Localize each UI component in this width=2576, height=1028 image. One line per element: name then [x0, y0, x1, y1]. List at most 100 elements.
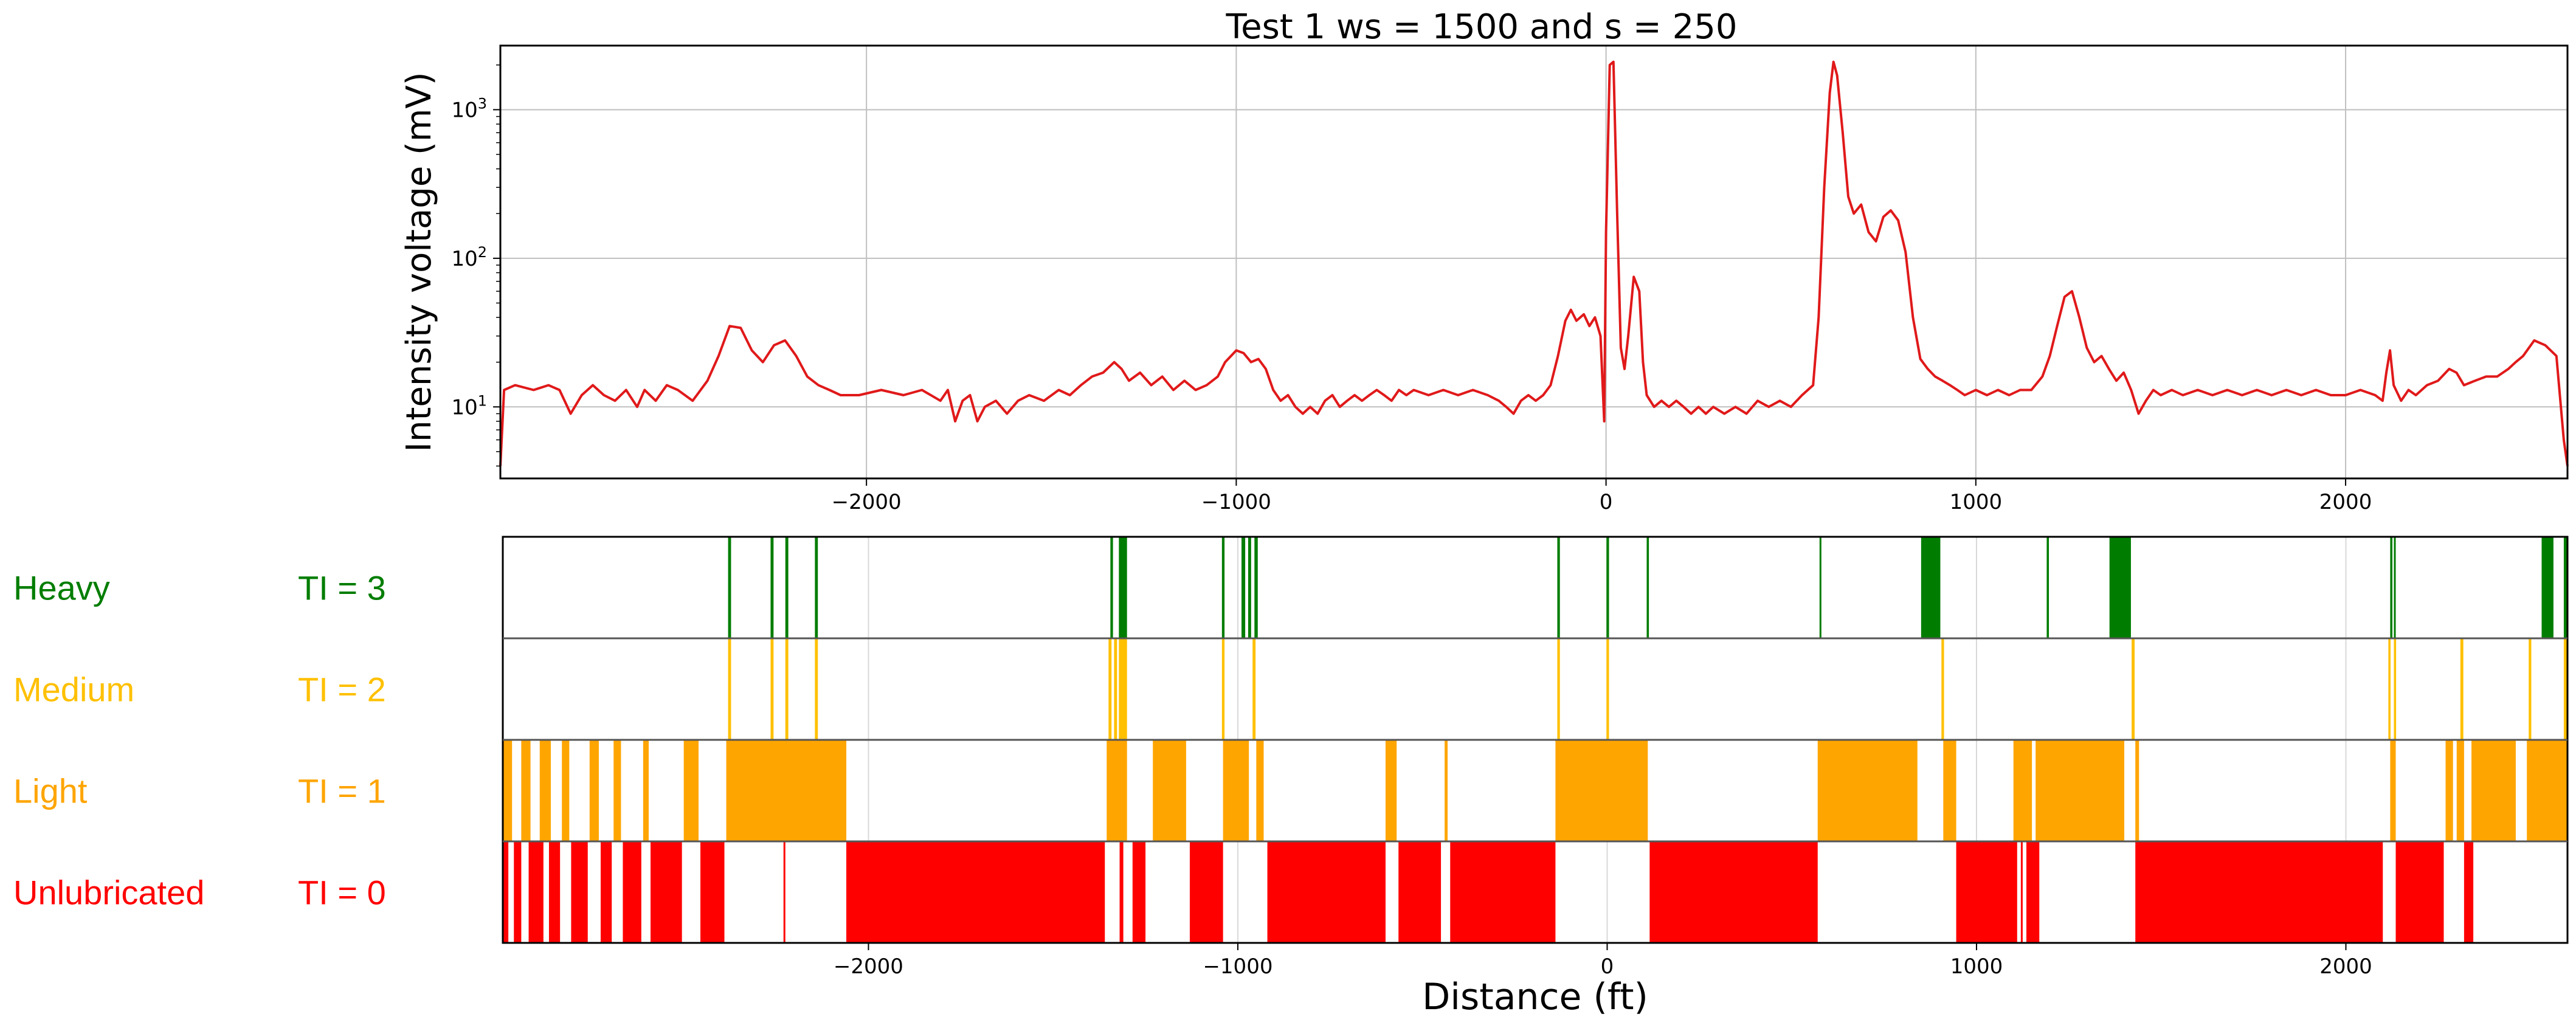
bar-light	[2445, 740, 2453, 841]
bar-medium	[2394, 638, 2397, 740]
bottom-x-tick-label: −2000	[834, 954, 903, 979]
ti-label-heavy: TI = 3	[298, 569, 386, 607]
bar-light	[2390, 740, 2396, 841]
bottom-x-tick-label: 2000	[2319, 954, 2372, 979]
bar-medium	[1114, 638, 1117, 740]
bar-light	[2036, 740, 2124, 841]
bar-light	[539, 740, 551, 841]
bar-unlubricated	[1398, 841, 1442, 943]
top-x-tick-label: 0	[1600, 490, 1613, 514]
bar-unlubricated	[1649, 841, 1818, 943]
row-labels: Heavy TI = 3 Medium TI = 2 Light TI = 1 Unlubr…	[13, 569, 386, 912]
bar-unlubricated	[2020, 841, 2023, 943]
bar-heavy	[2394, 537, 2396, 638]
bar-unlubricated	[548, 841, 561, 943]
top-x-tick-label: −1000	[1201, 490, 1271, 514]
bar-unlubricated	[528, 841, 544, 943]
bar-light	[643, 740, 649, 841]
bar-medium	[1108, 638, 1112, 740]
bar-light	[521, 740, 531, 841]
category-label-light: Light	[13, 772, 88, 810]
bar-medium	[1606, 638, 1609, 740]
bar-light	[1817, 740, 1918, 841]
bar-unlubricated	[651, 841, 682, 943]
bar-heavy	[1646, 537, 1649, 638]
top-x-tick-label: −2000	[832, 490, 902, 514]
bar-heavy	[785, 537, 789, 638]
top-y-tick-label: 102	[451, 244, 487, 271]
bar-unlubricated	[600, 841, 612, 943]
bottom-plot-ticks: −2000 −1000 0 1000 2000	[834, 943, 2372, 979]
bar-light	[1107, 740, 1127, 841]
bar-unlubricated	[2026, 841, 2040, 943]
bar-unlubricated	[503, 841, 509, 943]
bar-medium	[728, 638, 731, 740]
bar-light	[683, 740, 699, 841]
bar-heavy	[2109, 537, 2131, 638]
bar-medium	[1252, 638, 1256, 740]
bar-unlubricated	[1132, 841, 1146, 943]
bar-light	[1223, 740, 1249, 841]
bar-unlubricated	[571, 841, 588, 943]
bar-unlubricated	[623, 841, 641, 943]
bar-heavy	[1221, 537, 1225, 638]
bar-medium	[2529, 638, 2532, 740]
bar-heavy	[1921, 537, 1941, 638]
bar-medium	[1557, 638, 1560, 740]
bar-light	[1445, 740, 1448, 841]
chart-title: Test 1 ws = 1500 and s = 250	[1225, 7, 1737, 47]
bar-light	[562, 740, 570, 841]
intensity-line	[499, 60, 2569, 466]
category-label-medium: Medium	[13, 671, 134, 709]
ti-label-medium: TI = 2	[298, 671, 386, 709]
top-x-tick-label: 2000	[2319, 490, 2372, 514]
intensity-series	[499, 60, 2569, 466]
bar-unlubricated	[514, 841, 522, 943]
bar-medium	[815, 638, 818, 740]
bar-medium	[1119, 638, 1127, 740]
bar-light	[2456, 740, 2464, 841]
bar-heavy	[1254, 537, 1258, 638]
bar-medium	[2563, 638, 2567, 740]
category-label-unlubricated: Unlubricated	[13, 874, 204, 912]
bar-unlubricated	[1119, 841, 1124, 943]
bar-heavy	[2563, 537, 2567, 638]
bar-medium	[1941, 638, 1944, 740]
y-axis-label: Intensity voltage (mV)	[399, 72, 439, 452]
bar-heavy	[815, 537, 818, 638]
bar-light	[613, 740, 621, 841]
bar-heavy	[1119, 537, 1127, 638]
top-x-tick-label: 1000	[1950, 490, 2003, 514]
bar-light	[2135, 740, 2139, 841]
bar-light	[589, 740, 599, 841]
bar-heavy	[770, 537, 774, 638]
bar-light	[1943, 740, 1956, 841]
bar-light	[2013, 740, 2032, 841]
top-y-tick-label: 103	[451, 95, 487, 122]
row-separators	[503, 637, 2567, 843]
bar-light	[1555, 740, 1648, 841]
bar-unlubricated	[846, 841, 1105, 943]
bar-medium	[770, 638, 774, 740]
bar-heavy	[728, 537, 731, 638]
bottom-x-tick-label: 1000	[1950, 954, 2003, 979]
bar-heavy	[1819, 537, 1822, 638]
top-plot-frame	[499, 44, 2569, 480]
ti-label-light: TI = 1	[298, 772, 386, 810]
bar-unlubricated	[1267, 841, 1386, 943]
bar-unlubricated	[1956, 841, 2017, 943]
bar-unlubricated	[1189, 841, 1223, 943]
bar-light	[1385, 740, 1397, 841]
bar-medium	[2388, 638, 2391, 740]
bar-light	[503, 740, 513, 841]
bar-medium	[785, 638, 789, 740]
top-plot-ticks: −2000 −1000 0 1000 2000 101 102 103	[451, 64, 2372, 514]
bar-heavy	[1110, 537, 1113, 638]
lubrication-bars	[503, 537, 2567, 943]
bottom-x-tick-label: −1000	[1203, 954, 1272, 979]
bar-heavy	[1248, 537, 1251, 638]
top-plot-grid	[500, 46, 2567, 478]
bar-light	[2471, 740, 2516, 841]
category-label-heavy: Heavy	[13, 569, 110, 607]
bar-unlubricated	[1450, 841, 1556, 943]
